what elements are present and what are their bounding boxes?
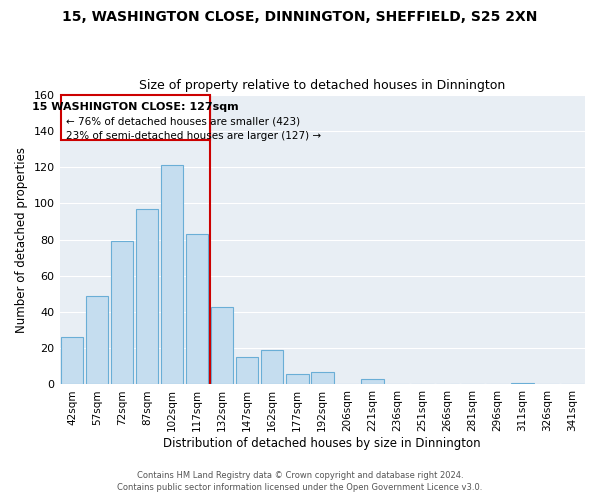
Bar: [186, 234, 208, 384]
Bar: [86, 296, 109, 384]
FancyBboxPatch shape: [61, 94, 210, 140]
Bar: [261, 350, 283, 384]
Text: 15, WASHINGTON CLOSE, DINNINGTON, SHEFFIELD, S25 2XN: 15, WASHINGTON CLOSE, DINNINGTON, SHEFFI…: [62, 10, 538, 24]
Bar: [61, 338, 83, 384]
Bar: [286, 374, 308, 384]
Text: 23% of semi-detached houses are larger (127) →: 23% of semi-detached houses are larger (…: [66, 131, 321, 141]
Bar: [236, 358, 259, 384]
Bar: [311, 372, 334, 384]
Text: Contains HM Land Registry data © Crown copyright and database right 2024.
Contai: Contains HM Land Registry data © Crown c…: [118, 471, 482, 492]
Title: Size of property relative to detached houses in Dinnington: Size of property relative to detached ho…: [139, 79, 505, 92]
Text: ← 76% of detached houses are smaller (423): ← 76% of detached houses are smaller (42…: [66, 116, 300, 126]
Bar: [161, 165, 184, 384]
Bar: [111, 242, 133, 384]
Bar: [511, 382, 534, 384]
Text: 15 WASHINGTON CLOSE: 127sqm: 15 WASHINGTON CLOSE: 127sqm: [32, 102, 239, 112]
Bar: [211, 306, 233, 384]
X-axis label: Distribution of detached houses by size in Dinnington: Distribution of detached houses by size …: [163, 437, 481, 450]
Bar: [136, 208, 158, 384]
Bar: [361, 379, 383, 384]
Y-axis label: Number of detached properties: Number of detached properties: [15, 146, 28, 332]
